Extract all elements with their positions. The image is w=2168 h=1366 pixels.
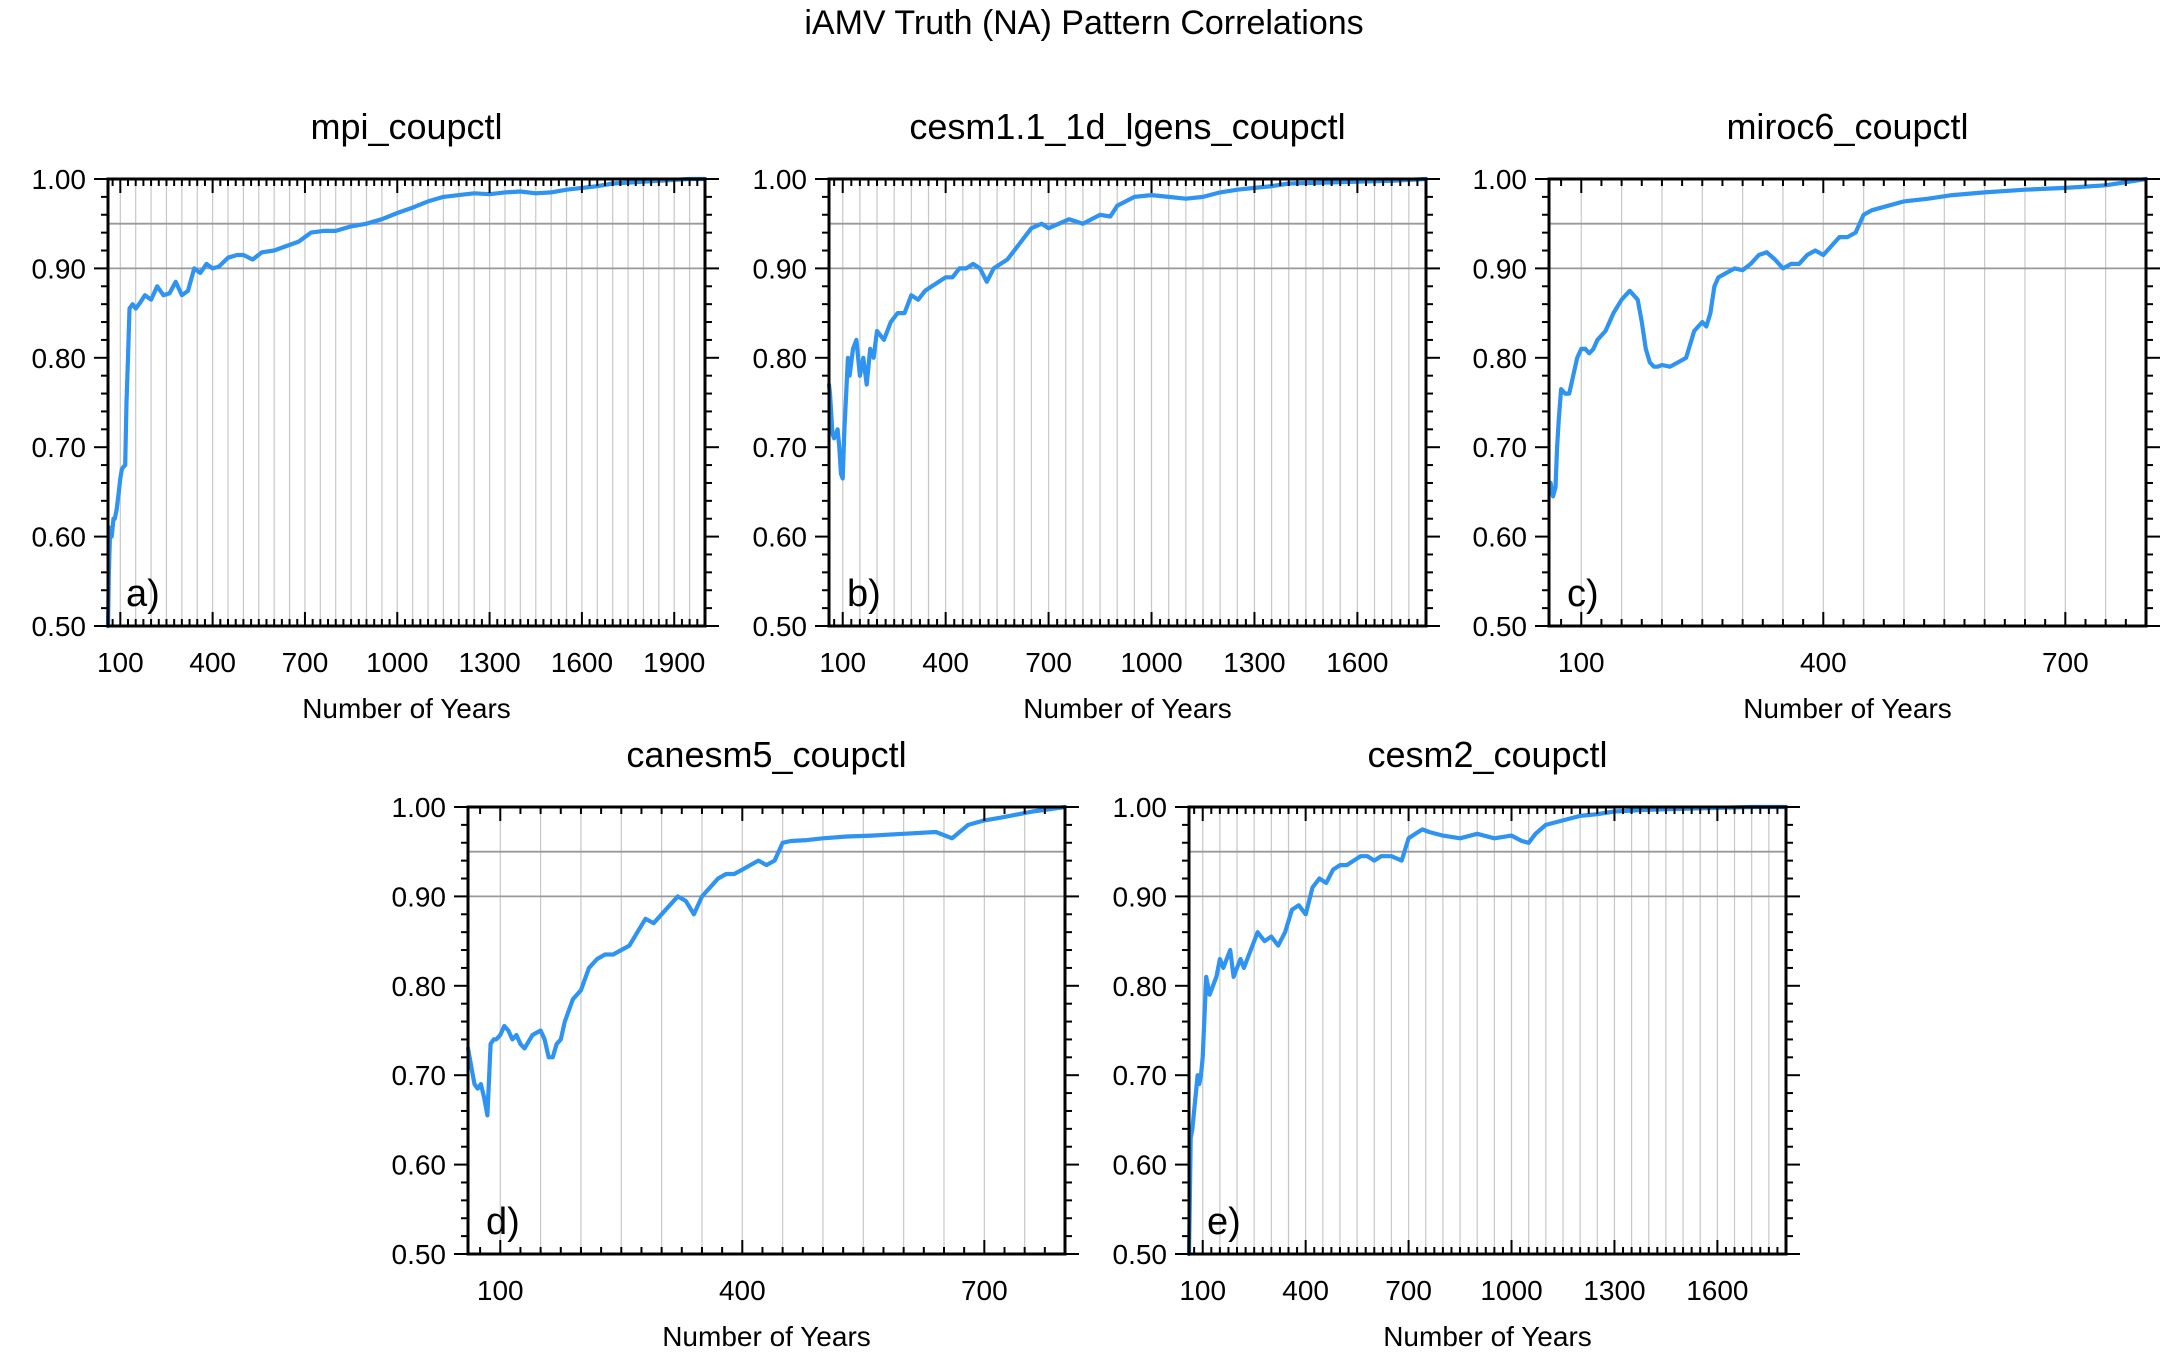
y-tick-label: 0.50 xyxy=(1473,611,1528,642)
y-tick-label: 1.00 xyxy=(753,164,808,195)
x-tick-label: 100 xyxy=(477,1275,524,1306)
panel-label: d) xyxy=(486,1201,520,1243)
y-tick-label: 0.60 xyxy=(1113,1150,1168,1181)
x-axis-label: Number of Years xyxy=(662,1321,871,1352)
y-tick-label: 0.80 xyxy=(1113,971,1168,1002)
y-tick-label: 1.00 xyxy=(1473,164,1528,195)
panel-title: cesm1.1_1d_lgens_coupctl xyxy=(909,106,1345,147)
x-tick-label: 700 xyxy=(1025,647,1072,678)
x-tick-label: 700 xyxy=(961,1275,1008,1306)
x-tick-label: 1300 xyxy=(1583,1275,1645,1306)
x-axis-label: Number of Years xyxy=(1743,693,1952,724)
panel-b: 100 400 700 1000 1300 1600 0.50 0.60 0.70 0.80 0.9… xyxy=(753,106,1440,724)
panel-label: e) xyxy=(1207,1201,1241,1243)
x-tick-label: 1300 xyxy=(1223,647,1285,678)
y-tick-label: 0.70 xyxy=(32,432,87,463)
x-tick-label: 1600 xyxy=(1326,647,1388,678)
plot-frame xyxy=(827,177,1428,628)
x-axis-label: Number of Years xyxy=(302,693,511,724)
series-line xyxy=(105,176,708,629)
series-line xyxy=(1546,176,2149,499)
y-tick-label: 0.60 xyxy=(32,522,87,553)
panel-title: miroc6_coupctl xyxy=(1726,106,1968,147)
y-tick-label: 0.80 xyxy=(753,343,808,374)
y-tick-label: 1.00 xyxy=(1113,792,1168,823)
y-tick-label: 0.60 xyxy=(1473,522,1528,553)
plot-frame xyxy=(1187,805,1788,1256)
y-tick-label: 0.60 xyxy=(392,1150,447,1181)
x-tick-label: 700 xyxy=(1385,1275,1432,1306)
y-tick-label: 0.80 xyxy=(1473,343,1528,374)
y-tick-label: 0.50 xyxy=(753,611,808,642)
x-tick-label: 400 xyxy=(1800,647,1847,678)
x-tick-label: 1300 xyxy=(458,647,520,678)
y-tick-label: 0.80 xyxy=(32,343,87,374)
y-tick-label: 0.80 xyxy=(392,971,447,1002)
y-tick-label: 1.00 xyxy=(392,792,447,823)
y-tick-label: 0.90 xyxy=(32,253,87,284)
y-tick-label: 0.50 xyxy=(392,1239,447,1270)
x-tick-label: 100 xyxy=(819,647,866,678)
panel-c: 100 400 700 0.50 0.60 0.70 0.80 0.90 1.00 miroc6_… xyxy=(1473,106,2160,724)
y-tick-label: 0.90 xyxy=(392,881,447,912)
x-axis-label: Number of Years xyxy=(1023,693,1232,724)
y-tick-label: 0.90 xyxy=(1473,253,1528,284)
plot-frame xyxy=(106,177,707,628)
panel-e: 100 400 700 1000 1300 1600 0.50 0.60 0.70 0.80 0.9… xyxy=(1113,734,1800,1352)
x-tick-label: 400 xyxy=(719,1275,766,1306)
x-tick-label: 100 xyxy=(97,647,144,678)
x-tick-label: 400 xyxy=(1282,1275,1329,1306)
panel-label: b) xyxy=(847,573,881,615)
panel-title: cesm2_coupctl xyxy=(1367,734,1607,775)
panel-label: c) xyxy=(1567,573,1599,615)
figure-title: iAMV Truth (NA) Pattern Correlations xyxy=(804,4,1364,42)
y-tick-label: 0.90 xyxy=(753,253,808,284)
x-tick-label: 100 xyxy=(1558,647,1605,678)
x-tick-label: 1600 xyxy=(551,647,613,678)
x-tick-label: 700 xyxy=(282,647,329,678)
y-tick-label: 0.50 xyxy=(1113,1239,1168,1270)
x-tick-label: 400 xyxy=(189,647,236,678)
y-tick-label: 0.70 xyxy=(392,1060,447,1091)
y-tick-label: 1.00 xyxy=(32,164,87,195)
panel-a: 100 400 700 1000 1300 1600 1900 0.50 0.60 0.70 0.8… xyxy=(32,106,719,724)
x-axis-label: Number of Years xyxy=(1383,1321,1592,1352)
x-tick-label: 400 xyxy=(922,647,969,678)
panel-d: 100 400 700 0.50 0.60 0.70 0.80 0.90 1.00 canesm5… xyxy=(392,734,1079,1352)
x-tick-label: 1000 xyxy=(1480,1275,1542,1306)
x-tick-label: 100 xyxy=(1179,1275,1226,1306)
panel-title: mpi_coupctl xyxy=(310,106,502,147)
series-line xyxy=(465,804,1068,1118)
panel-title: canesm5_coupctl xyxy=(626,734,906,775)
plot-frame xyxy=(466,805,1067,1256)
series-line xyxy=(1186,804,1789,1257)
y-tick-label: 0.70 xyxy=(1473,432,1528,463)
x-tick-label: 1000 xyxy=(1120,647,1182,678)
x-tick-label: 1600 xyxy=(1686,1275,1748,1306)
x-tick-label: 1900 xyxy=(643,647,705,678)
panel-label: a) xyxy=(126,573,160,615)
y-tick-label: 0.70 xyxy=(1113,1060,1168,1091)
x-tick-label: 1000 xyxy=(366,647,428,678)
plot-frame xyxy=(1547,177,2148,628)
y-tick-label: 0.90 xyxy=(1113,881,1168,912)
x-tick-label: 700 xyxy=(2042,647,2089,678)
y-tick-label: 0.70 xyxy=(753,432,808,463)
series-line xyxy=(826,176,1429,481)
y-tick-label: 0.60 xyxy=(753,522,808,553)
y-tick-label: 0.50 xyxy=(32,611,87,642)
